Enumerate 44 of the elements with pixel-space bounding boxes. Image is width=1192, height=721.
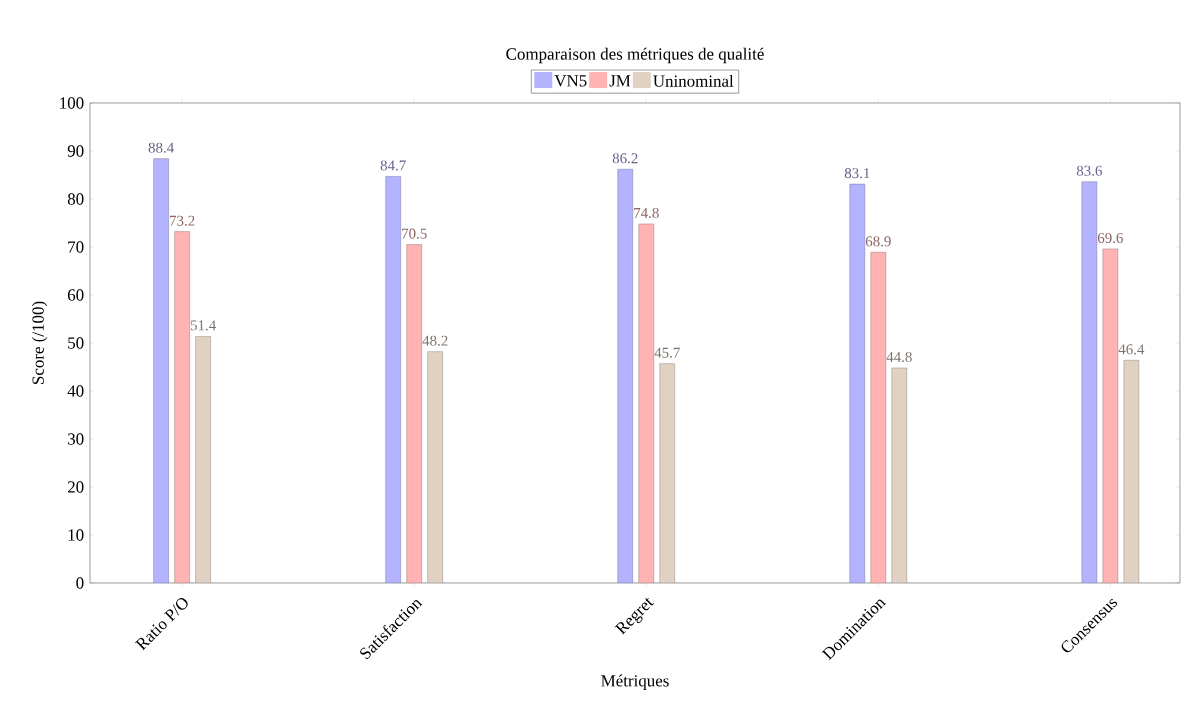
y-tick-label: 90 (67, 145, 84, 157)
y-tick-label: 40 (67, 385, 84, 397)
y-tick-label: 50 (68, 337, 84, 349)
y-tick-label: 30 (68, 433, 84, 445)
data-label: 83.6 (1076, 165, 1102, 176)
data-label: 73.2 (170, 215, 195, 226)
legend-label: VN5 (554, 75, 587, 87)
y-axis-title: Score (/100) (31, 301, 48, 384)
data-label: 44.8 (886, 351, 912, 363)
data-label: 70.5 (402, 228, 427, 239)
y-tick-label: 80 (67, 193, 84, 205)
bar (617, 169, 633, 583)
y-tick-label: 20 (67, 481, 84, 493)
bar (174, 231, 190, 583)
data-label: 48.2 (422, 335, 448, 346)
data-label: 83.1 (844, 168, 870, 179)
data-label: 46.4 (1118, 344, 1145, 355)
bar (153, 158, 169, 583)
data-label: 88.4 (148, 142, 174, 153)
y-tick-label: 60 (67, 289, 84, 301)
chart-title: Comparaison des métriques de qualité (506, 47, 764, 64)
data-label: 86.2 (612, 153, 638, 164)
legend-label: JM (609, 75, 631, 87)
data-label: 45.7 (654, 347, 680, 358)
legend-label: Uninominal (653, 74, 734, 87)
y-tick-label: 100 (60, 97, 84, 109)
bar (891, 367, 908, 583)
data-label: 69.6 (1097, 232, 1123, 244)
data-label: 84.7 (380, 160, 406, 171)
bar (870, 252, 887, 583)
bar (427, 351, 443, 583)
data-label: 74.8 (634, 207, 659, 219)
y-tick-label: 0 (76, 577, 84, 589)
y-tick-label: 10 (68, 529, 84, 541)
bar (638, 223, 654, 583)
x-axis-title: Métriques (601, 674, 669, 690)
y-tick-label: 70 (68, 241, 84, 253)
data-label: 68.9 (865, 236, 891, 247)
data-label: 51.4 (190, 320, 216, 331)
bar (385, 176, 401, 583)
bar (195, 336, 211, 583)
bar (659, 363, 675, 583)
bar (406, 244, 422, 583)
bar (849, 183, 865, 583)
